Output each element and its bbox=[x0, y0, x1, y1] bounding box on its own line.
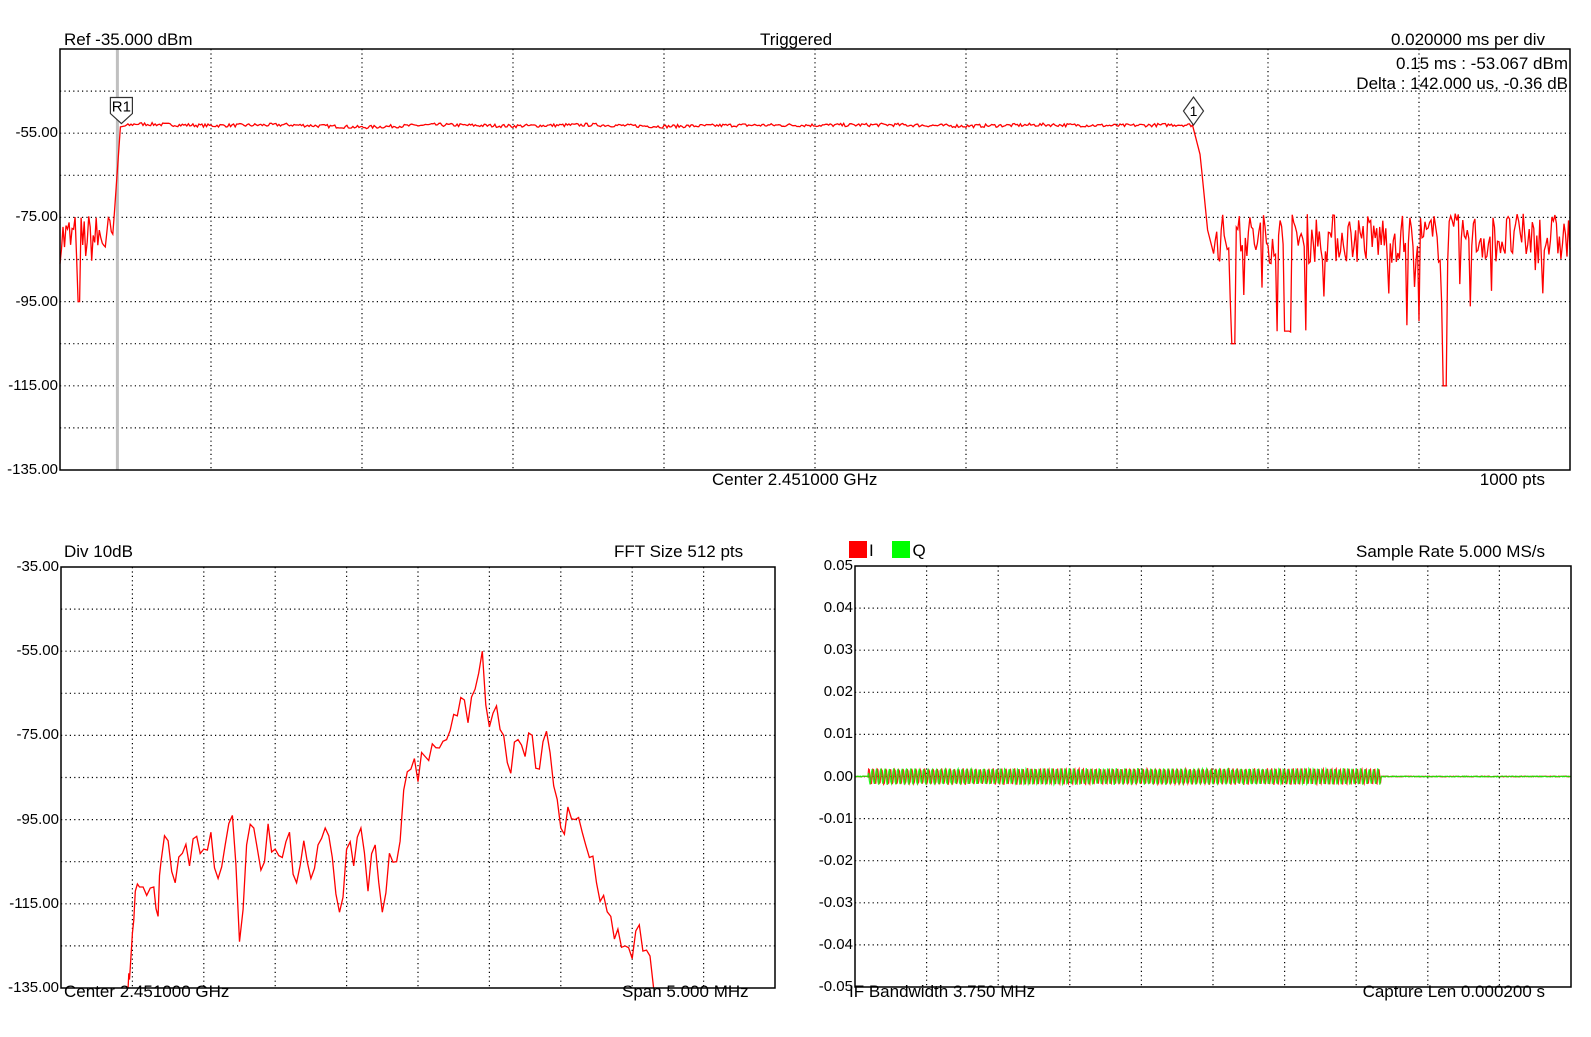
top-header-time-per-div: 0.020000 ms per div bbox=[1390, 30, 1545, 49]
spectrum-header-div: Div 10dB bbox=[64, 542, 133, 561]
legend-swatch-q bbox=[892, 541, 911, 558]
marker-readout-delta: Delta : 142.000 us, -0.36 dB bbox=[1356, 74, 1568, 93]
spectrum-header-fft-size: FFT Size 512 pts bbox=[614, 542, 744, 561]
y-tick-label: -115.00 bbox=[8, 376, 58, 394]
y-tick-label: 0.03 bbox=[823, 641, 853, 659]
y-tick-label: -135.00 bbox=[7, 461, 58, 478]
marker-1-diamond-icon bbox=[1182, 96, 1205, 127]
y-tick-label: -75.00 bbox=[15, 208, 58, 226]
y-tick-label: 0.01 bbox=[823, 725, 853, 743]
spectrum-frame bbox=[60, 566, 776, 989]
y-tick-label: -0.04 bbox=[818, 935, 853, 953]
y-tick-label: -135.00 bbox=[8, 979, 59, 996]
legend-label-q: Q bbox=[912, 541, 926, 560]
y-tick-label: -55.00 bbox=[15, 124, 58, 142]
power-trace bbox=[59, 121, 1571, 387]
legend-label-i: I bbox=[869, 541, 874, 560]
y-tick-label: -75.00 bbox=[16, 726, 59, 744]
y-tick-label: -35.00 bbox=[16, 558, 59, 575]
top-frame bbox=[59, 48, 1571, 471]
y-tick-label: -95.00 bbox=[16, 810, 59, 828]
y-tick-label: -95.00 bbox=[15, 292, 58, 310]
reference-marker-r1-icon bbox=[109, 96, 133, 125]
marker-readout-absolute: 0.15 ms : -53.067 dBm bbox=[1396, 54, 1568, 73]
top-footer-points: 1000 pts bbox=[1479, 470, 1545, 489]
legend-swatch-i bbox=[849, 541, 867, 558]
y-tick-label: 0.04 bbox=[823, 599, 853, 617]
y-tick-label: -55.00 bbox=[16, 642, 59, 660]
q-trace bbox=[854, 766, 1571, 787]
iq-header-sample-rate: Sample Rate 5.000 MS/s bbox=[1356, 542, 1545, 561]
top-footer-center-freq: Center 2.451000 GHz bbox=[712, 470, 878, 489]
y-tick-label: 0.05 bbox=[823, 557, 853, 574]
y-tick-label: -0.01 bbox=[818, 809, 853, 827]
y-tick-label: 0.02 bbox=[823, 683, 853, 701]
spectrum-trace bbox=[127, 651, 655, 989]
y-tick-label: 0.00 bbox=[823, 767, 853, 785]
y-tick-label: -0.05 bbox=[818, 978, 853, 995]
top-header-trigger-status: Triggered bbox=[760, 30, 833, 49]
reference-marker-r1-label: R1 bbox=[112, 99, 131, 116]
y-tick-label: -0.03 bbox=[818, 893, 853, 911]
iq-frame bbox=[854, 565, 1572, 988]
y-tick-label: -115.00 bbox=[9, 894, 59, 912]
iq-legend: I Q bbox=[849, 541, 926, 559]
marker-1-label: 1 bbox=[1190, 103, 1198, 119]
y-tick-label: -0.02 bbox=[818, 851, 853, 869]
top-header-ref-level: Ref -35.000 dBm bbox=[64, 30, 193, 49]
